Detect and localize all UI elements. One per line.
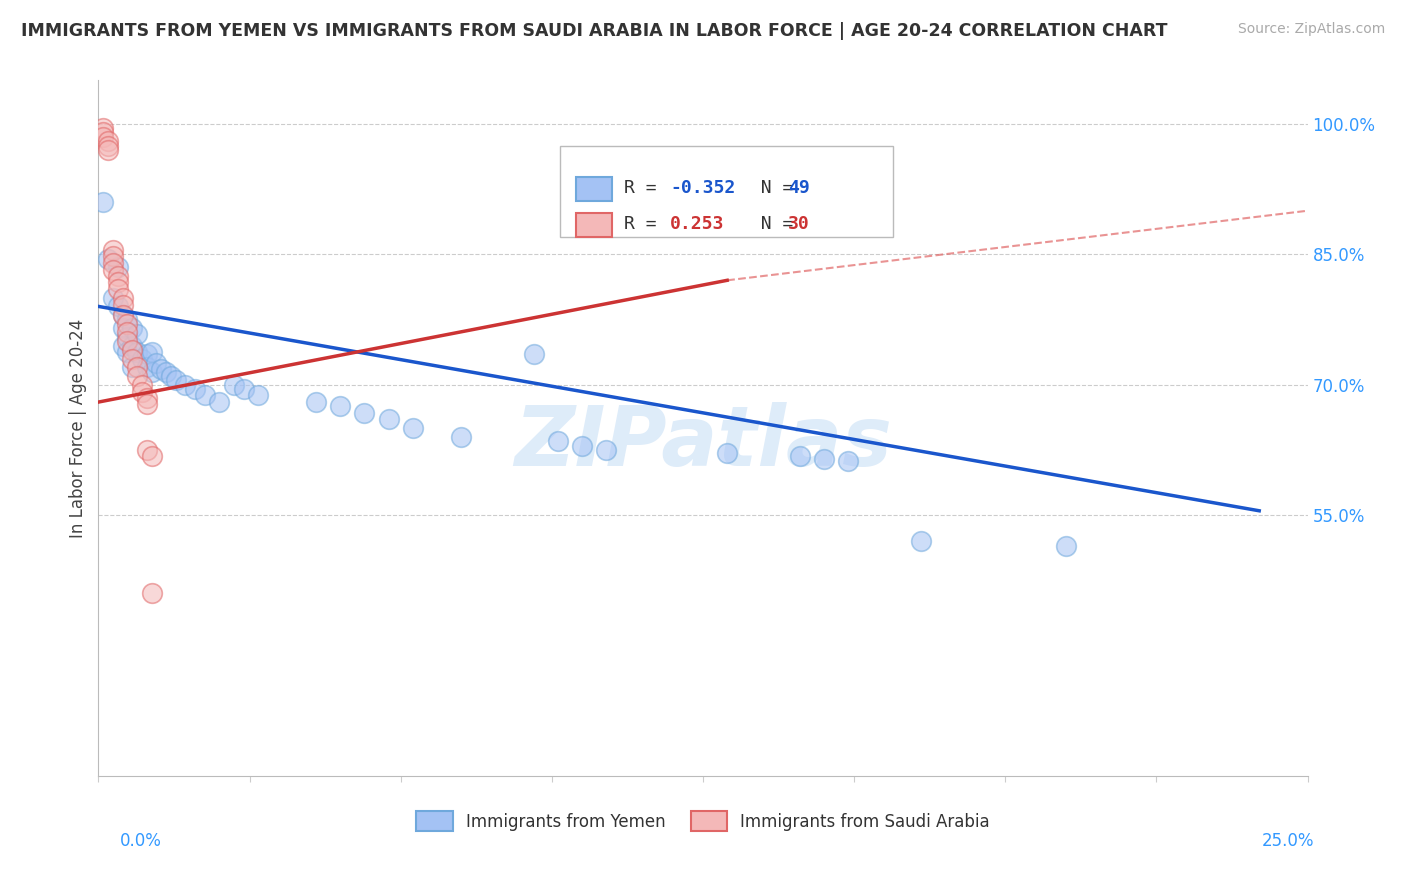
Bar bbox=[576, 213, 613, 237]
Text: -0.352: -0.352 bbox=[671, 179, 735, 197]
Point bbox=[121, 360, 143, 375]
Point bbox=[305, 395, 328, 409]
Point bbox=[121, 321, 143, 335]
Point bbox=[101, 291, 124, 305]
Point bbox=[135, 347, 157, 361]
Point bbox=[117, 344, 139, 359]
Point bbox=[91, 129, 114, 144]
Text: 0.253: 0.253 bbox=[671, 215, 724, 234]
Point bbox=[135, 442, 157, 457]
Point bbox=[135, 360, 157, 375]
Point bbox=[813, 451, 835, 466]
Point bbox=[160, 369, 183, 384]
Point bbox=[837, 454, 859, 468]
Point bbox=[232, 382, 254, 396]
Point bbox=[523, 347, 546, 361]
Point bbox=[127, 360, 149, 375]
Point bbox=[141, 586, 163, 600]
Y-axis label: In Labor Force | Age 20-24: In Labor Force | Age 20-24 bbox=[69, 318, 87, 538]
Point bbox=[402, 421, 425, 435]
Point bbox=[131, 351, 153, 366]
Text: 25.0%: 25.0% bbox=[1263, 831, 1315, 849]
Point bbox=[121, 343, 143, 357]
Point bbox=[789, 449, 811, 463]
Point bbox=[97, 252, 120, 266]
Point bbox=[131, 377, 153, 392]
Point bbox=[150, 362, 173, 376]
Point bbox=[547, 434, 569, 449]
Point bbox=[127, 344, 149, 359]
Text: R =: R = bbox=[624, 215, 679, 234]
Point bbox=[117, 330, 139, 344]
Point bbox=[107, 299, 129, 313]
Point bbox=[101, 243, 124, 257]
Point bbox=[127, 327, 149, 342]
Point bbox=[145, 356, 167, 370]
Text: Source: ZipAtlas.com: Source: ZipAtlas.com bbox=[1237, 22, 1385, 37]
Point bbox=[450, 430, 472, 444]
Point bbox=[91, 125, 114, 139]
Text: R =: R = bbox=[624, 179, 668, 197]
Point bbox=[107, 268, 129, 283]
Point bbox=[141, 344, 163, 359]
Point bbox=[111, 338, 134, 352]
Text: 30: 30 bbox=[787, 215, 810, 234]
Point bbox=[97, 134, 120, 148]
Point bbox=[111, 291, 134, 305]
Point bbox=[595, 442, 617, 457]
Point bbox=[117, 334, 139, 348]
Point bbox=[91, 121, 114, 136]
Point bbox=[329, 400, 352, 414]
Point bbox=[353, 405, 375, 419]
Point bbox=[97, 143, 120, 157]
Point bbox=[117, 312, 139, 326]
Point bbox=[121, 338, 143, 352]
Point bbox=[165, 373, 187, 387]
Bar bbox=[576, 177, 613, 201]
Point bbox=[107, 275, 129, 289]
Point bbox=[111, 308, 134, 322]
Point bbox=[121, 351, 143, 366]
Point bbox=[101, 263, 124, 277]
Point bbox=[222, 377, 245, 392]
Point bbox=[141, 449, 163, 463]
Text: N =: N = bbox=[740, 215, 804, 234]
Point bbox=[117, 326, 139, 340]
Point bbox=[194, 388, 217, 402]
Point bbox=[135, 391, 157, 405]
Point bbox=[174, 377, 197, 392]
Point bbox=[155, 365, 177, 379]
Point bbox=[135, 397, 157, 411]
Text: 0.0%: 0.0% bbox=[120, 831, 162, 849]
Point bbox=[127, 369, 149, 384]
Point bbox=[1054, 539, 1077, 553]
Point bbox=[101, 256, 124, 270]
Point bbox=[117, 317, 139, 331]
Point bbox=[571, 438, 593, 452]
Text: N =: N = bbox=[740, 179, 804, 197]
Text: IMMIGRANTS FROM YEMEN VS IMMIGRANTS FROM SAUDI ARABIA IN LABOR FORCE | AGE 20-24: IMMIGRANTS FROM YEMEN VS IMMIGRANTS FROM… bbox=[21, 22, 1167, 40]
Point bbox=[716, 445, 738, 459]
Point bbox=[97, 138, 120, 153]
Point bbox=[141, 365, 163, 379]
Text: ZIPatlas: ZIPatlas bbox=[515, 401, 891, 483]
FancyBboxPatch shape bbox=[561, 146, 893, 236]
Point bbox=[247, 388, 270, 402]
Point bbox=[107, 282, 129, 296]
Point bbox=[131, 384, 153, 399]
Point bbox=[184, 382, 207, 396]
Point bbox=[101, 249, 124, 263]
Point bbox=[91, 195, 114, 210]
Point bbox=[111, 298, 134, 312]
Text: 49: 49 bbox=[787, 179, 810, 197]
Point bbox=[377, 412, 399, 426]
Point bbox=[111, 308, 134, 322]
Point bbox=[910, 534, 932, 549]
Point bbox=[107, 260, 129, 275]
Point bbox=[111, 321, 134, 335]
Point bbox=[208, 395, 231, 409]
Legend: Immigrants from Yemen, Immigrants from Saudi Arabia: Immigrants from Yemen, Immigrants from S… bbox=[409, 805, 997, 838]
